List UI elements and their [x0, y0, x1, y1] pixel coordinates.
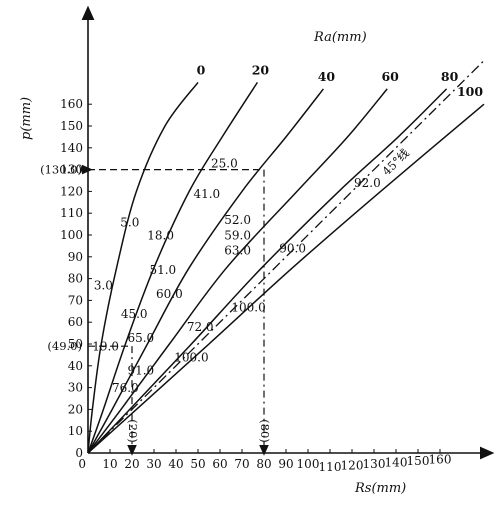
curve-ra-80 — [87, 88, 448, 454]
x-tick-label: 0 — [78, 457, 86, 471]
x-tick-label: 50 — [190, 457, 205, 471]
y-tick-label: 90 — [68, 250, 83, 264]
x-tick-label: 60 — [212, 457, 227, 471]
x-tick-label: 90 — [278, 457, 293, 471]
point-label: 63.0 — [224, 244, 251, 258]
x-tick-label: 110 — [319, 460, 342, 474]
series-axis-label: Ra(mm) — [313, 30, 367, 45]
curve-label-20: 20 — [252, 62, 270, 77]
line-45 — [87, 60, 485, 454]
curve-label-80: 80 — [441, 69, 459, 84]
y-tick-label: 160 — [60, 97, 83, 111]
x-tick-label: 10 — [102, 457, 117, 471]
y-tick-label: 60 — [68, 315, 83, 329]
guide-y-label: (49.0) — [47, 339, 82, 353]
point-label: 100.0 — [174, 350, 208, 364]
x-tick-label: 100 — [297, 457, 320, 471]
y-tick-label: 20 — [68, 402, 83, 416]
y-tick-label: 120 — [60, 184, 83, 198]
point-label: 19.0 — [92, 340, 119, 354]
point-label: 100.0 — [231, 300, 265, 314]
y-tick-label: 80 — [68, 272, 83, 286]
point-label: 5.0 — [120, 215, 139, 229]
y-axis-label: p(mm) — [19, 97, 34, 140]
x-tick-label: 30 — [146, 457, 161, 471]
curve-label-40: 40 — [318, 69, 336, 84]
y-tick-label: 110 — [60, 206, 83, 220]
point-label: 41.0 — [193, 187, 220, 201]
point-label: 92.0 — [354, 176, 381, 190]
x-tick-label: 20 — [124, 457, 139, 471]
y-tick-label: 140 — [60, 141, 83, 155]
point-label: 18.0 — [147, 228, 174, 242]
y-tick-label: 50 — [68, 337, 83, 351]
y-tick-label: 100 — [60, 228, 83, 242]
point-label: 25.0 — [211, 156, 238, 170]
x-tick-label: 130 — [363, 457, 386, 471]
x-tick-label: 40 — [168, 457, 183, 471]
x-tick-label: 160 — [429, 453, 452, 467]
x-tick-label: 150 — [407, 454, 430, 468]
y-tick-label: 30 — [68, 381, 83, 395]
point-label: 60.0 — [156, 287, 183, 301]
point-label: 52.0 — [224, 213, 251, 227]
point-label: 91.0 — [127, 364, 154, 378]
x-tick-label: 120 — [341, 459, 364, 473]
curve-ra-20 — [87, 81, 259, 454]
point-label: 59.0 — [224, 228, 251, 242]
y-tick-label: 40 — [68, 359, 83, 373]
guide-x-label: (80) — [258, 419, 272, 443]
y-tick-label: 0 — [75, 446, 83, 460]
curve-ra-100 — [87, 103, 485, 454]
point-label: 51.0 — [149, 263, 176, 277]
curve-label-0: 0 — [197, 62, 206, 77]
curve-ra-0 — [87, 81, 199, 454]
curve-ra-40 — [87, 88, 324, 454]
curve-ra-60 — [87, 88, 388, 454]
point-label: 90.0 — [279, 241, 306, 255]
y-tick-label: 150 — [60, 119, 83, 133]
y-tick-label: 130 — [60, 163, 83, 177]
y-tick-label: 10 — [68, 424, 83, 438]
curve-label-100: 100 — [457, 84, 483, 99]
point-label: 45.0 — [121, 307, 148, 321]
x-tick-label: 70 — [234, 457, 249, 471]
point-label: 76.0 — [112, 381, 139, 395]
point-label: 72.0 — [187, 320, 214, 334]
x-tick-label: 80 — [256, 457, 271, 471]
curves — [87, 60, 485, 454]
x-tick-label: 140 — [385, 456, 408, 470]
guide-x-label: (20) — [126, 419, 140, 443]
x-axis-label: Rs(mm) — [354, 481, 406, 496]
labels: 0 20 40 60 8010045°线(130.0)(80)(49.0)(20)3.0… — [40, 62, 483, 442]
y-tick-label: 70 — [68, 293, 83, 307]
point-label: 3.0 — [94, 279, 113, 293]
guides — [82, 164, 269, 456]
curve-label-60: 60 — [381, 69, 399, 84]
guide-y-label: (130.0) — [40, 163, 82, 177]
point-label: 65.0 — [127, 331, 154, 345]
axes: 0102030405060708090100110120130140150160… — [60, 5, 495, 474]
